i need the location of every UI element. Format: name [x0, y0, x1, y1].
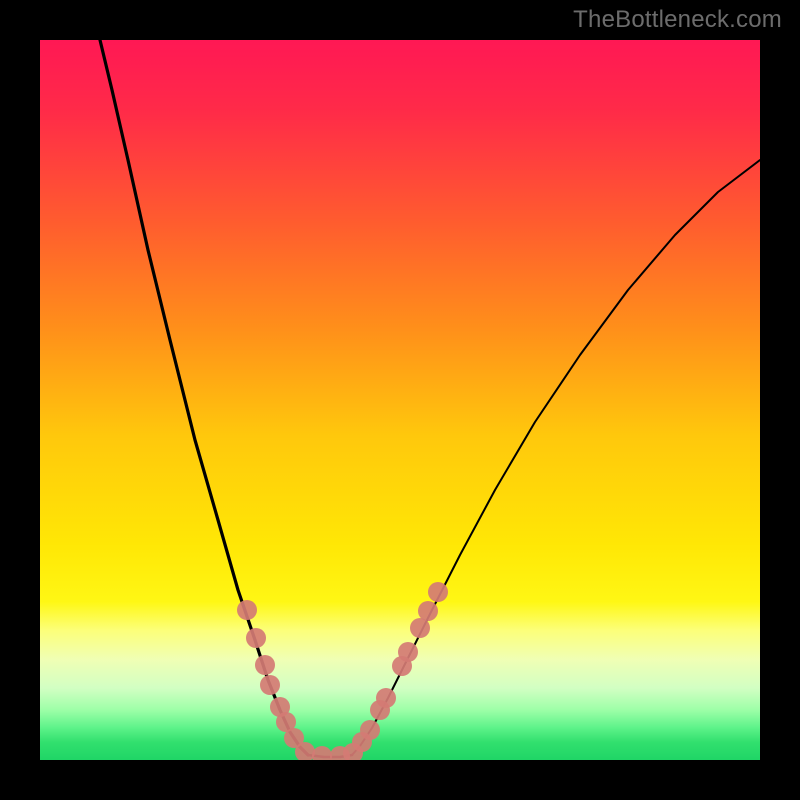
marker-point [246, 628, 266, 648]
marker-point [237, 600, 257, 620]
marker-point [428, 582, 448, 602]
marker-point [398, 642, 418, 662]
chart-container: TheBottleneck.com [0, 0, 800, 800]
watermark-text: TheBottleneck.com [573, 6, 782, 34]
plot-area [40, 40, 760, 760]
marker-point [410, 618, 430, 638]
marker-point [260, 675, 280, 695]
marker-point [255, 655, 275, 675]
marker-point [360, 720, 380, 740]
marker-point [418, 601, 438, 621]
marker-point [376, 688, 396, 708]
